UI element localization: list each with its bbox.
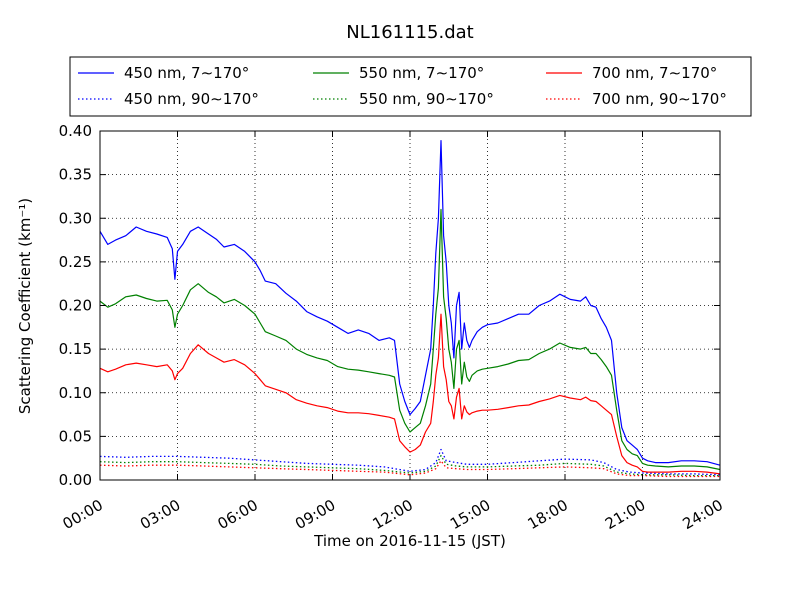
x-tick-label: 09:00 — [292, 496, 338, 533]
y-tick-label: 0.30 — [59, 209, 92, 227]
chart-title: NL161115.dat — [346, 22, 473, 43]
y-tick-label: 0.00 — [59, 471, 92, 489]
y-tick-label: 0.25 — [59, 253, 92, 271]
legend-label: 450 nm, 90∼170° — [124, 90, 259, 108]
x-tick-label: 21:00 — [602, 496, 648, 533]
series-line — [99, 140, 721, 466]
x-tick-label: 24:00 — [680, 496, 726, 533]
legend-frame — [69, 56, 752, 117]
x-tick-label: 06:00 — [215, 496, 261, 533]
x-tick-label: 12:00 — [370, 496, 416, 533]
x-tick-label: 15:00 — [447, 496, 493, 533]
plot-area — [99, 130, 721, 481]
legend-label: 550 nm, 7∼170° — [359, 64, 484, 82]
x-tick-label: 18:00 — [525, 496, 571, 533]
y-tick-label: 0.05 — [59, 427, 92, 445]
legend-label: 450 nm, 7∼170° — [124, 64, 249, 82]
y-tick-label: 0.40 — [59, 122, 92, 140]
series-line — [99, 313, 721, 475]
series-line — [99, 208, 721, 471]
series-group — [99, 140, 721, 478]
y-tick-labels: 0.00 0.05 0.10 0.15 0.20 0.25 0.30 0.35 0.40 — [59, 122, 92, 489]
y-axis-label: Scattering Coefficient (km⁻¹) — [16, 198, 34, 414]
y-tick-label: 0.20 — [59, 297, 92, 315]
x-tick-label: 03:00 — [137, 496, 183, 533]
x-tick-labels: 00:00 03:00 06:00 09:00 12:00 15:00 18:00 21:00… — [60, 496, 726, 533]
legend: 450 nm, 7∼170° 450 nm, 90∼170° 550 nm, 7∼1… — [69, 56, 752, 117]
series-line — [99, 454, 720, 477]
axis-ticks — [99, 130, 721, 481]
series-line — [99, 460, 720, 478]
y-tick-label: 0.35 — [59, 166, 92, 184]
grid-lines — [100, 131, 720, 480]
legend-label: 700 nm, 7∼170° — [592, 64, 717, 82]
x-tick-label: 00:00 — [60, 496, 106, 533]
y-tick-label: 0.15 — [59, 340, 92, 358]
legend-label: 700 nm, 90∼170° — [592, 90, 727, 108]
x-axis-label: Time on 2016-11-15 (JST) — [313, 532, 506, 550]
y-tick-label: 0.10 — [59, 384, 92, 402]
legend-label: 550 nm, 90∼170° — [359, 90, 494, 108]
